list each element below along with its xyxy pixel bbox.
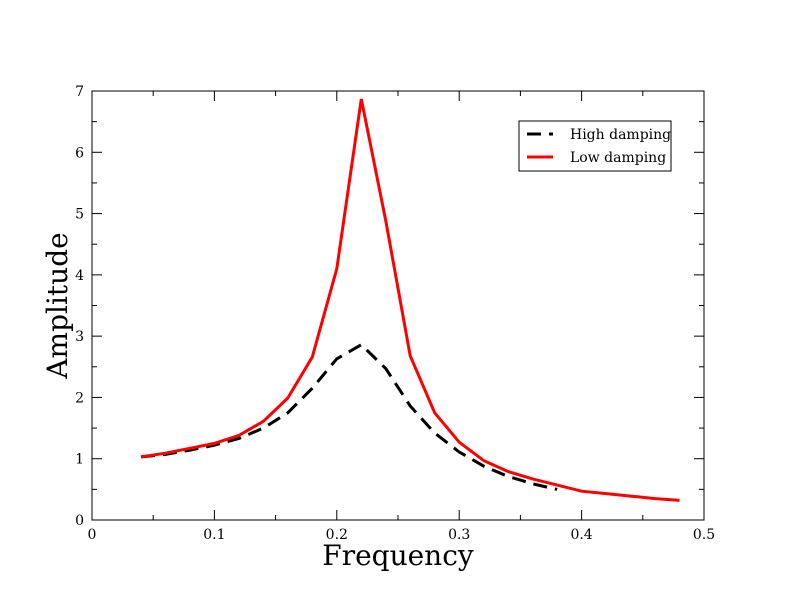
series-layer [140,98,680,502]
y-tick-label: 7 [75,84,84,100]
series-line-low-damping [140,98,680,502]
x-tick-label: 0.2 [326,527,348,543]
legend-box [518,120,672,172]
axis-ticks [91,90,705,521]
y-tick-label: 5 [75,207,84,223]
y-tick-label: 2 [75,390,84,406]
x-tick-label: 0.3 [448,527,470,543]
x-tick-label: 0 [88,527,97,543]
x-tick-label: 0.4 [570,527,592,543]
legend: High damping Low damping [518,120,672,172]
legend-label: Low damping [570,150,666,166]
y-axis-title: Amplitude [41,232,74,379]
y-tick-label: 4 [75,268,84,284]
series-line-high-damping [140,342,558,491]
y-tick-label: 6 [75,145,84,161]
y-tick-label: 3 [75,329,84,345]
y-tick-label: 0 [75,513,84,529]
x-tick-label: 0.1 [203,527,225,543]
x-axis-title: Frequency [322,539,474,572]
x-tick-label: 0.5 [693,527,715,543]
legend-label: High damping [570,127,671,143]
tick-labels: 0 0.1 0.2 0.3 0.4 0.5 0 1 2 3 4 5 6 7 [75,84,715,543]
y-tick-label: 1 [75,452,84,468]
